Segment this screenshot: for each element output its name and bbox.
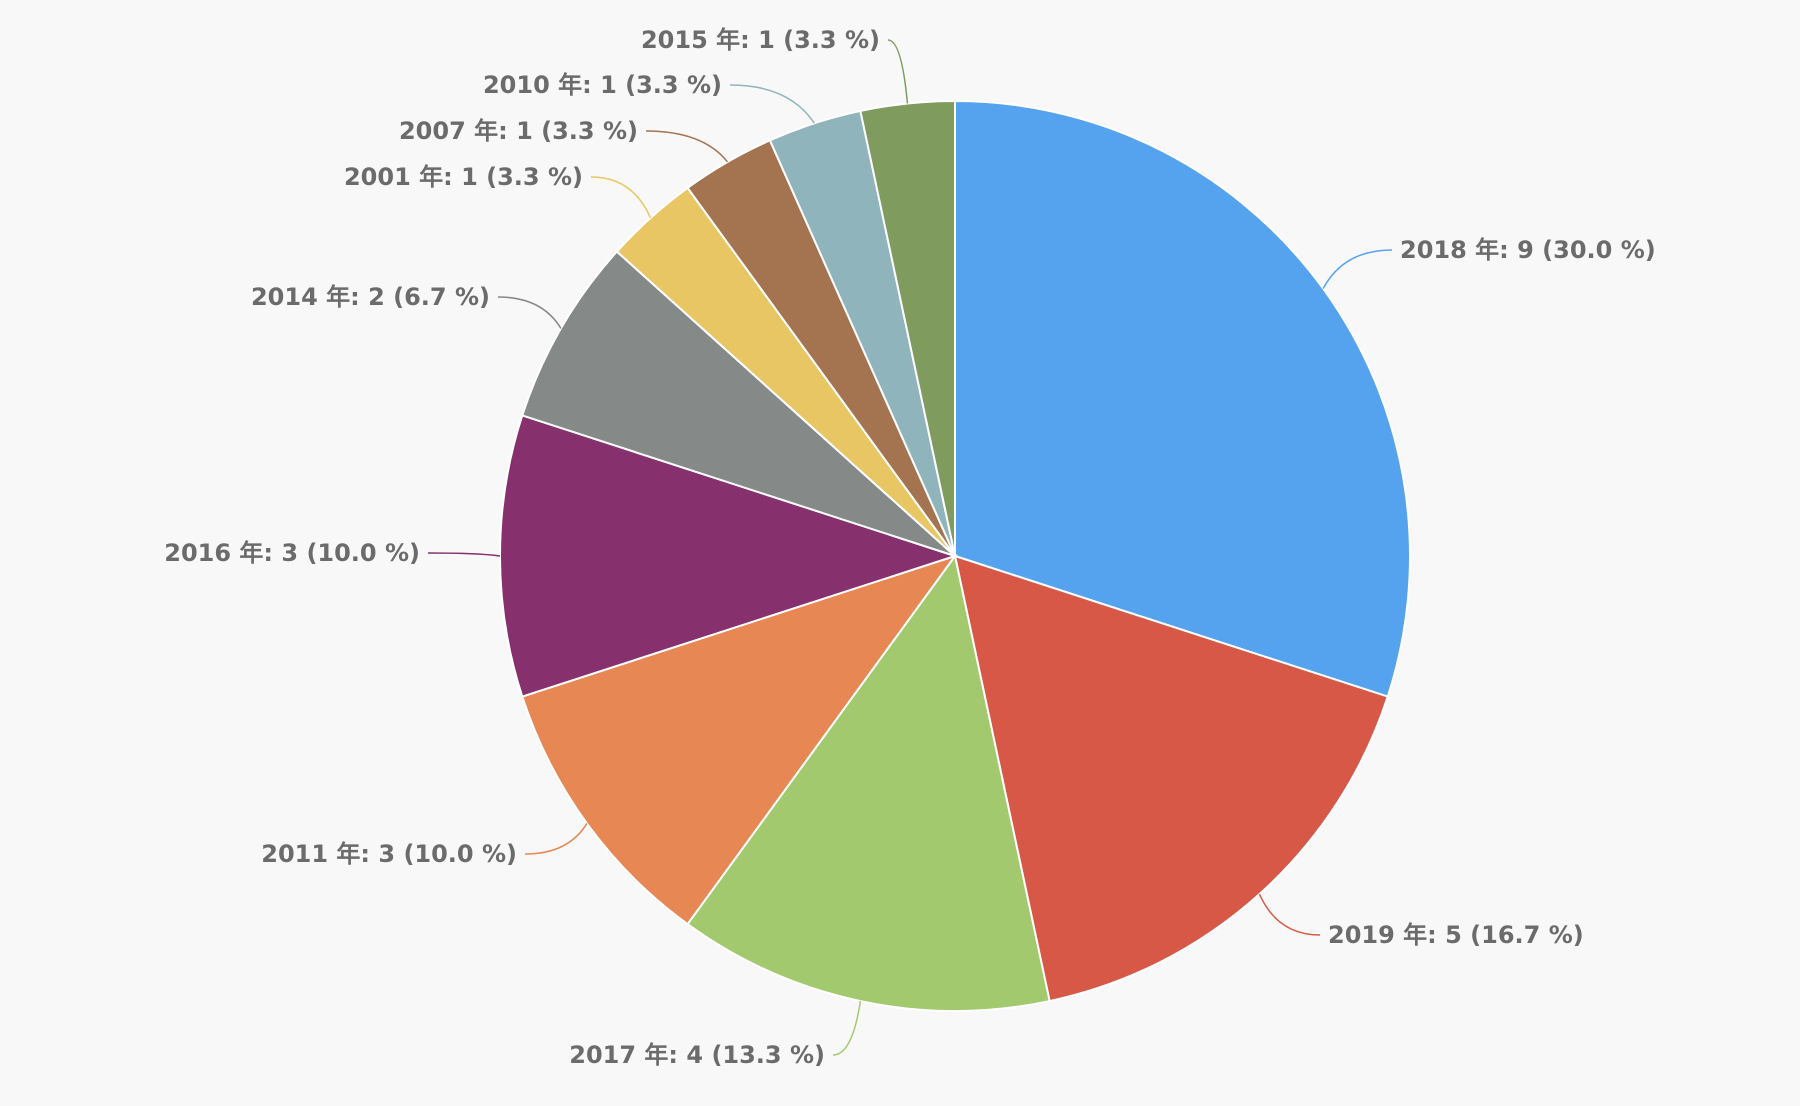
pie-slice-2015[interactable]: [859, 99, 956, 557]
pie-slices: [499, 99, 1411, 1012]
leader-line: [729, 84, 816, 124]
leader-line: [1322, 249, 1393, 289]
slice-label: 2011 年: 3 (10.0 %): [261, 840, 517, 868]
leader-line: [1258, 893, 1321, 936]
pie-slice-2019[interactable]: [953, 554, 1389, 1003]
pie-slice-2014[interactable]: [521, 250, 956, 557]
slice-label: 2014 年: 2 (6.7 %): [251, 283, 490, 311]
slice-label: 2016 年: 3 (10.0 %): [164, 539, 420, 567]
leader-line: [645, 130, 729, 163]
leader-line: [497, 296, 562, 329]
slice-label: 2015 年: 1 (3.3 %): [641, 26, 880, 54]
pie-slice-2011[interactable]: [521, 554, 958, 926]
slice-label: 2018 年: 9 (30.0 %): [1400, 236, 1656, 264]
slice-label: 2019 年: 5 (16.7 %): [1328, 921, 1584, 949]
leader-line: [887, 39, 909, 104]
leader-line: [590, 176, 652, 219]
slice-label: 2001 年: 1 (3.3 %): [344, 163, 583, 191]
leader-line: [524, 823, 588, 855]
pie-labels: 2018 年: 9 (30.0 %) 2019 年: 5 (16.7 %) 2017…: [164, 26, 1655, 1069]
pie-slice-2018[interactable]: [954, 99, 1411, 698]
leader-line: [832, 1000, 862, 1056]
slice-label: 2017 年: 4 (13.3 %): [569, 1041, 825, 1069]
pie-slice-2016[interactable]: [499, 414, 959, 698]
slice-label: 2007 年: 1 (3.3 %): [399, 117, 638, 145]
leader-line: [427, 552, 501, 557]
slice-label: 2010 年: 1 (3.3 %): [483, 71, 722, 99]
